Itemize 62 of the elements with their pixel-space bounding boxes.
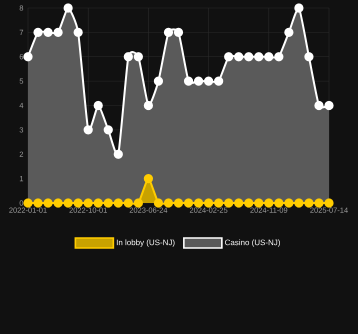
point <box>74 198 83 208</box>
point <box>114 198 123 208</box>
point <box>234 52 244 62</box>
point <box>214 76 224 86</box>
point <box>184 76 194 86</box>
point <box>284 198 294 208</box>
point <box>174 28 184 37</box>
point <box>264 198 274 208</box>
point <box>204 76 214 86</box>
point <box>94 100 103 110</box>
point <box>274 52 284 62</box>
point <box>324 100 334 110</box>
point <box>54 198 63 208</box>
point <box>154 198 164 208</box>
point <box>184 198 194 208</box>
point <box>124 52 133 62</box>
point <box>294 3 304 13</box>
point <box>264 52 274 62</box>
point <box>204 198 214 208</box>
point <box>33 198 43 208</box>
point <box>43 28 53 37</box>
point <box>33 28 43 37</box>
point <box>64 3 73 13</box>
point <box>224 198 234 208</box>
point <box>284 28 294 37</box>
point <box>104 198 113 208</box>
point <box>244 52 254 62</box>
point <box>254 52 264 62</box>
point <box>244 198 254 208</box>
point <box>254 198 264 208</box>
point <box>84 198 93 208</box>
point <box>224 52 234 62</box>
point <box>74 28 83 37</box>
point <box>304 198 314 208</box>
point <box>324 198 334 208</box>
point <box>304 52 314 62</box>
point <box>144 174 153 184</box>
point <box>194 198 204 208</box>
point <box>174 198 184 208</box>
point <box>84 125 93 134</box>
point <box>234 198 244 208</box>
point <box>43 198 53 208</box>
point <box>214 198 224 208</box>
point <box>23 52 33 62</box>
point <box>274 198 284 208</box>
point <box>164 198 174 208</box>
point <box>54 28 63 37</box>
point <box>164 28 174 37</box>
point <box>134 198 143 208</box>
point <box>104 125 113 134</box>
point <box>314 100 324 110</box>
point <box>114 150 123 159</box>
point <box>134 52 143 62</box>
point <box>144 100 153 110</box>
point <box>194 76 204 86</box>
point <box>23 198 33 208</box>
point <box>314 198 324 208</box>
point <box>94 198 103 208</box>
point <box>154 76 164 86</box>
point <box>294 198 304 208</box>
point <box>124 198 133 208</box>
point <box>64 198 73 208</box>
